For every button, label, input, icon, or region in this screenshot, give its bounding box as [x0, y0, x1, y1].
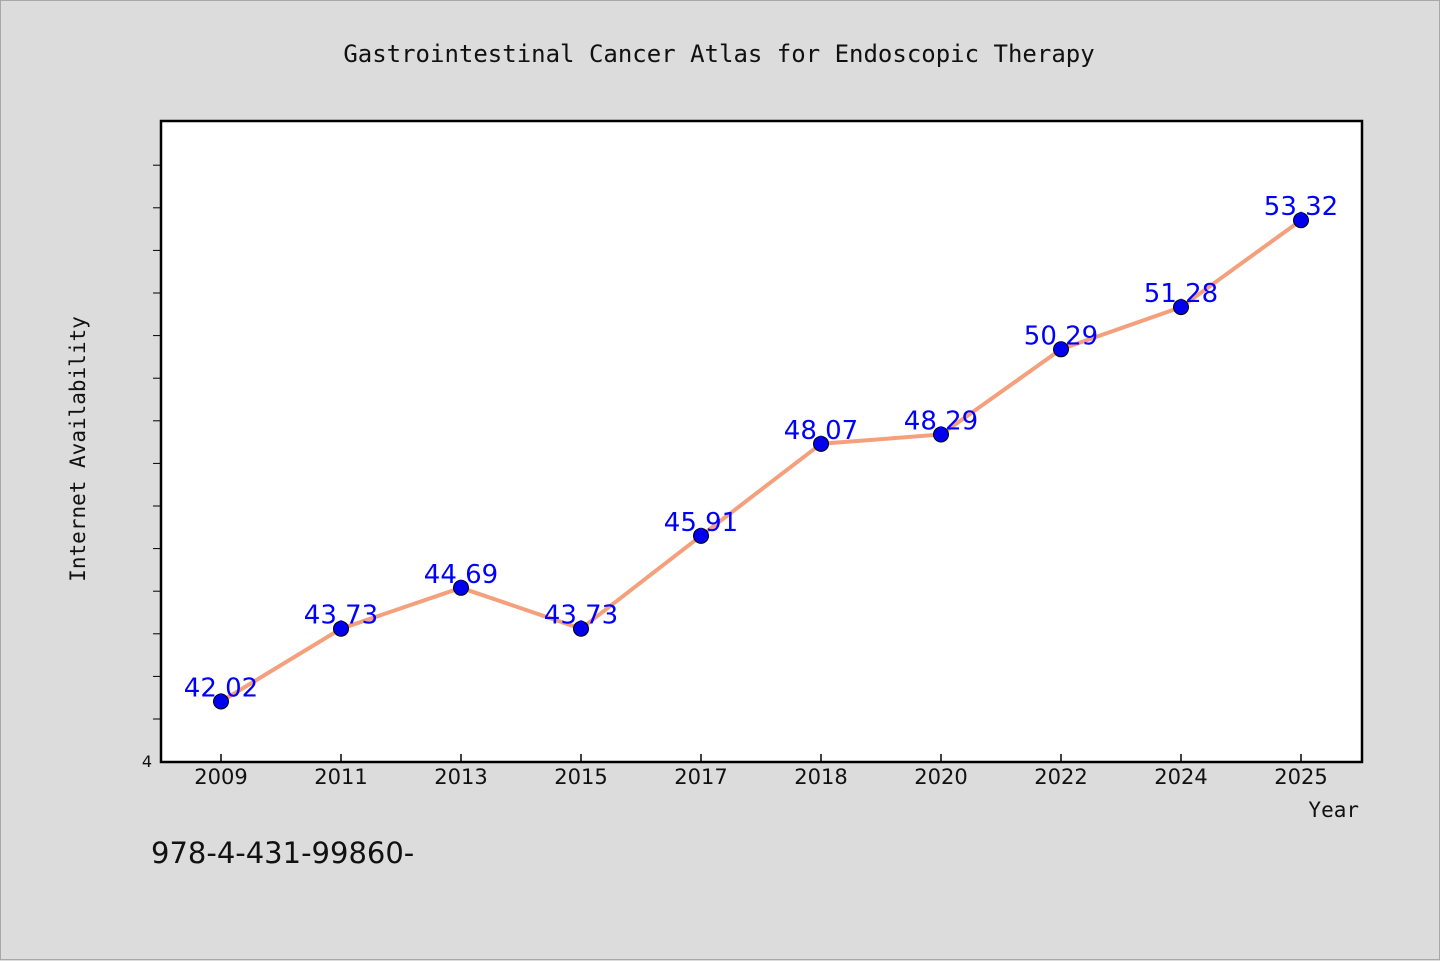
- data-point: [1173, 299, 1189, 316]
- plot-area: [159, 119, 1364, 764]
- data-point: [933, 426, 949, 443]
- x-tick-label: 2009: [194, 765, 247, 789]
- x-tick-label: 2020: [914, 765, 967, 789]
- y-axis-label: Internet Availability: [66, 316, 90, 582]
- data-point: [213, 693, 229, 710]
- data-label: 44.69: [424, 560, 498, 590]
- data-point: [813, 435, 829, 452]
- x-axis-label: Year: [1308, 798, 1359, 822]
- data-point: [693, 527, 709, 544]
- data-label: 43.73: [304, 601, 378, 631]
- chart-title: Gastrointestinal Cancer Atlas for Endosc…: [343, 40, 1094, 68]
- data-point-markers: [213, 212, 1309, 710]
- data-value-labels: 42.02 43.73 44.69 43.73 45.91 48.07 48.29 50.29…: [184, 192, 1338, 703]
- x-tick-label: 2011: [314, 765, 367, 789]
- x-axis-tick-labels: 2009 2011 2013 2015 2017 2018 2020 2022 2024 2025: [194, 765, 1327, 789]
- x-tick-label: 2018: [794, 765, 847, 789]
- data-point: [1293, 212, 1309, 229]
- data-label: 53.32: [1264, 192, 1338, 222]
- x-tick-label: 2022: [1034, 765, 1087, 789]
- data-label: 51.28: [1144, 279, 1218, 309]
- x-tick-label: 2017: [674, 765, 727, 789]
- footer-code: 978-4-431-99860-: [151, 836, 414, 870]
- data-point: [1053, 341, 1069, 358]
- x-tick-label: 2025: [1274, 765, 1327, 789]
- data-point: [573, 620, 589, 637]
- data-label: 50.29: [1024, 321, 1098, 351]
- x-tick-label: 2024: [1154, 765, 1207, 789]
- data-label: 45.91: [664, 508, 738, 538]
- data-label: 42.02: [184, 674, 258, 704]
- y-axis-ticks: [153, 164, 161, 720]
- x-tick-label: 2013: [434, 765, 487, 789]
- data-label: 48.07: [784, 416, 858, 446]
- data-point: [333, 620, 349, 637]
- data-label: 43.73: [544, 601, 618, 631]
- x-tick-label: 2015: [554, 765, 607, 789]
- x-axis-ticks: [220, 754, 1302, 762]
- series-line: [219, 218, 1303, 704]
- y-tick-label: 4: [142, 752, 152, 771]
- data-label: 48.29: [904, 406, 978, 436]
- data-point: [453, 579, 469, 596]
